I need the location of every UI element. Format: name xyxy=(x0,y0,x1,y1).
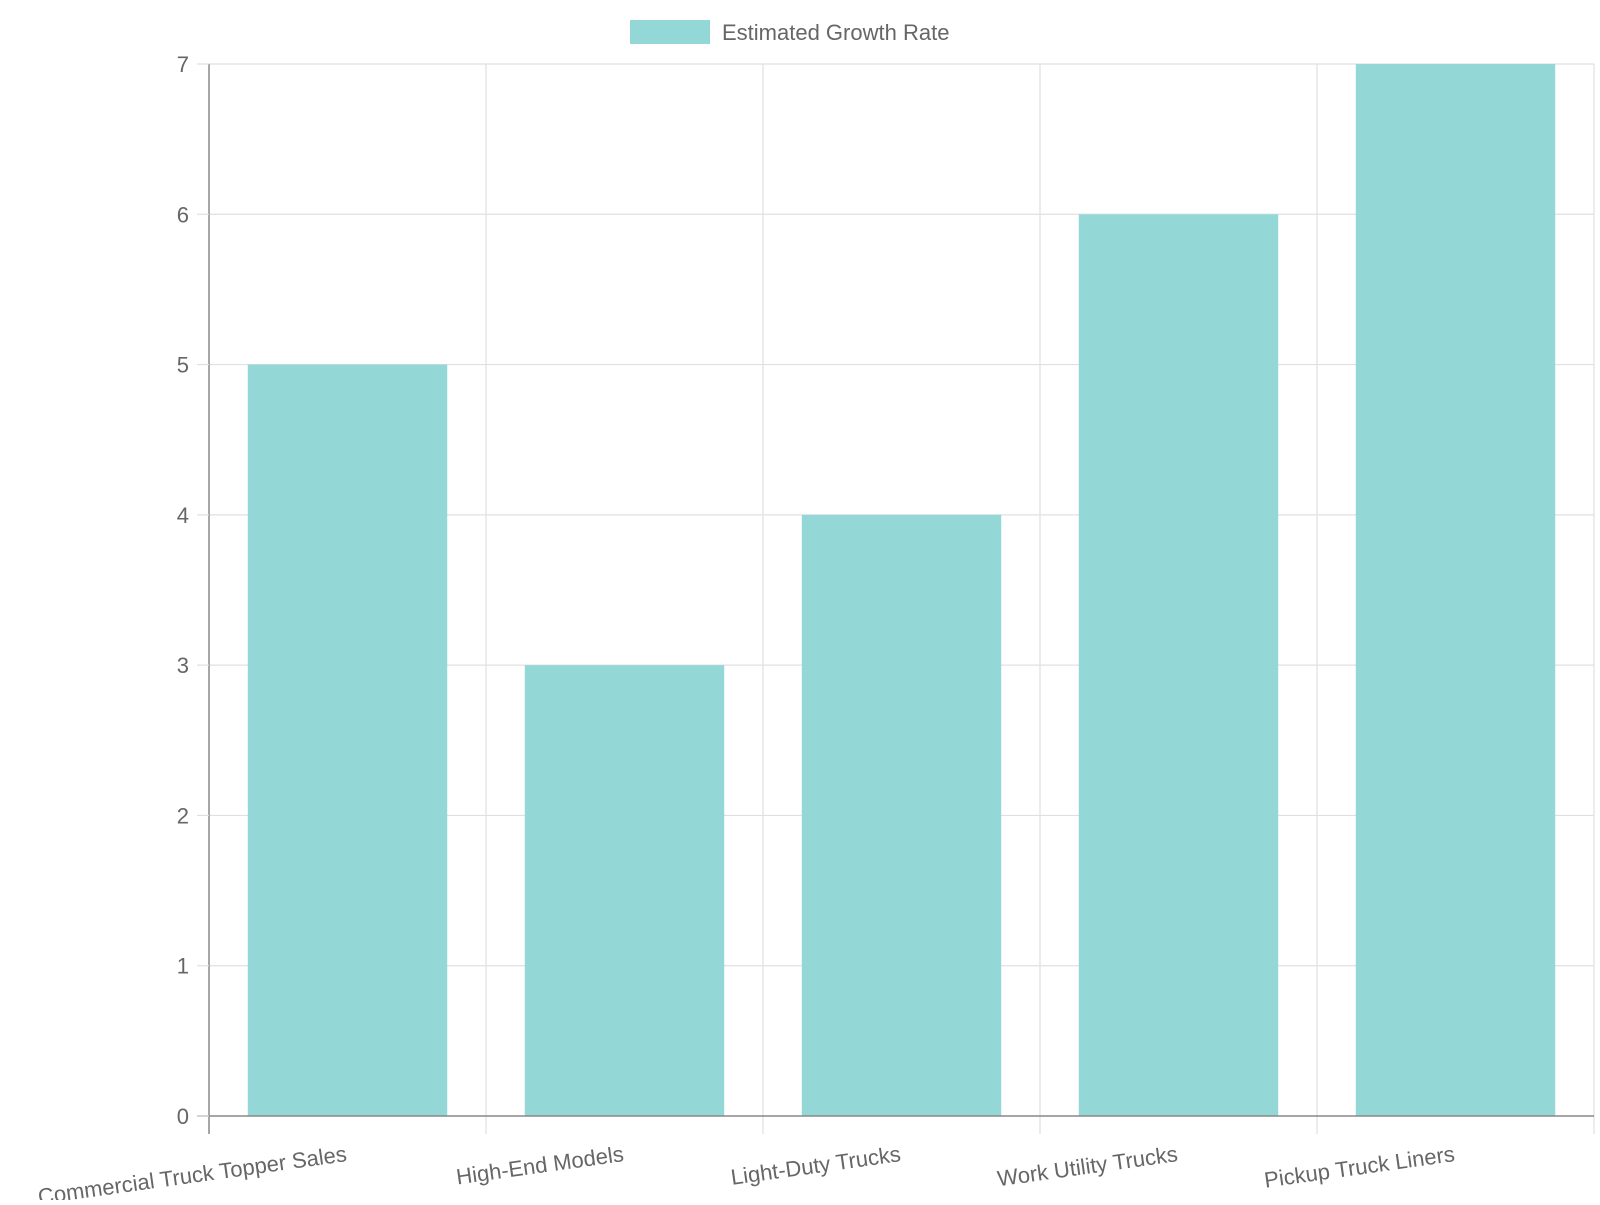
y-tick-label: 7 xyxy=(177,52,189,77)
x-tick-label: High-End Models xyxy=(455,1141,626,1189)
y-tick-label: 3 xyxy=(177,653,189,678)
x-tick-label: Pickup Truck Liners xyxy=(1263,1141,1457,1192)
x-tick-label: Light-Duty Trucks xyxy=(729,1141,902,1190)
x-tick-labels: Commercial Truck Topper Sales High-End Mo… xyxy=(36,1141,1457,1205)
y-tick-label: 1 xyxy=(177,954,189,979)
legend-label: Estimated Growth Rate xyxy=(722,20,949,45)
bar-high-end-models[interactable] xyxy=(524,665,725,1116)
y-tick-label: 5 xyxy=(177,353,189,378)
y-tick-label: 2 xyxy=(177,803,189,828)
x-tick-label: Work Utility Trucks xyxy=(996,1141,1179,1191)
legend-swatch xyxy=(630,20,710,44)
bar-light-duty-trucks[interactable] xyxy=(801,514,1002,1116)
y-tick-label: 6 xyxy=(177,202,189,227)
y-tick-label: 4 xyxy=(177,503,189,528)
bars-layer xyxy=(247,64,1556,1117)
bar-pickup-truck-liners[interactable] xyxy=(1355,64,1556,1116)
bar-work-utility-trucks[interactable] xyxy=(1078,214,1279,1117)
axes-layer xyxy=(197,63,1594,1134)
y-tick-label: 0 xyxy=(177,1104,189,1129)
x-tick-label: Commercial Truck Topper Sales xyxy=(36,1141,348,1200)
legend[interactable]: Estimated Growth Rate xyxy=(630,20,949,45)
y-tick-labels: 0 1 2 3 4 5 6 7 xyxy=(177,52,189,1129)
bar-commercial-truck-topper-sales[interactable] xyxy=(247,364,448,1117)
